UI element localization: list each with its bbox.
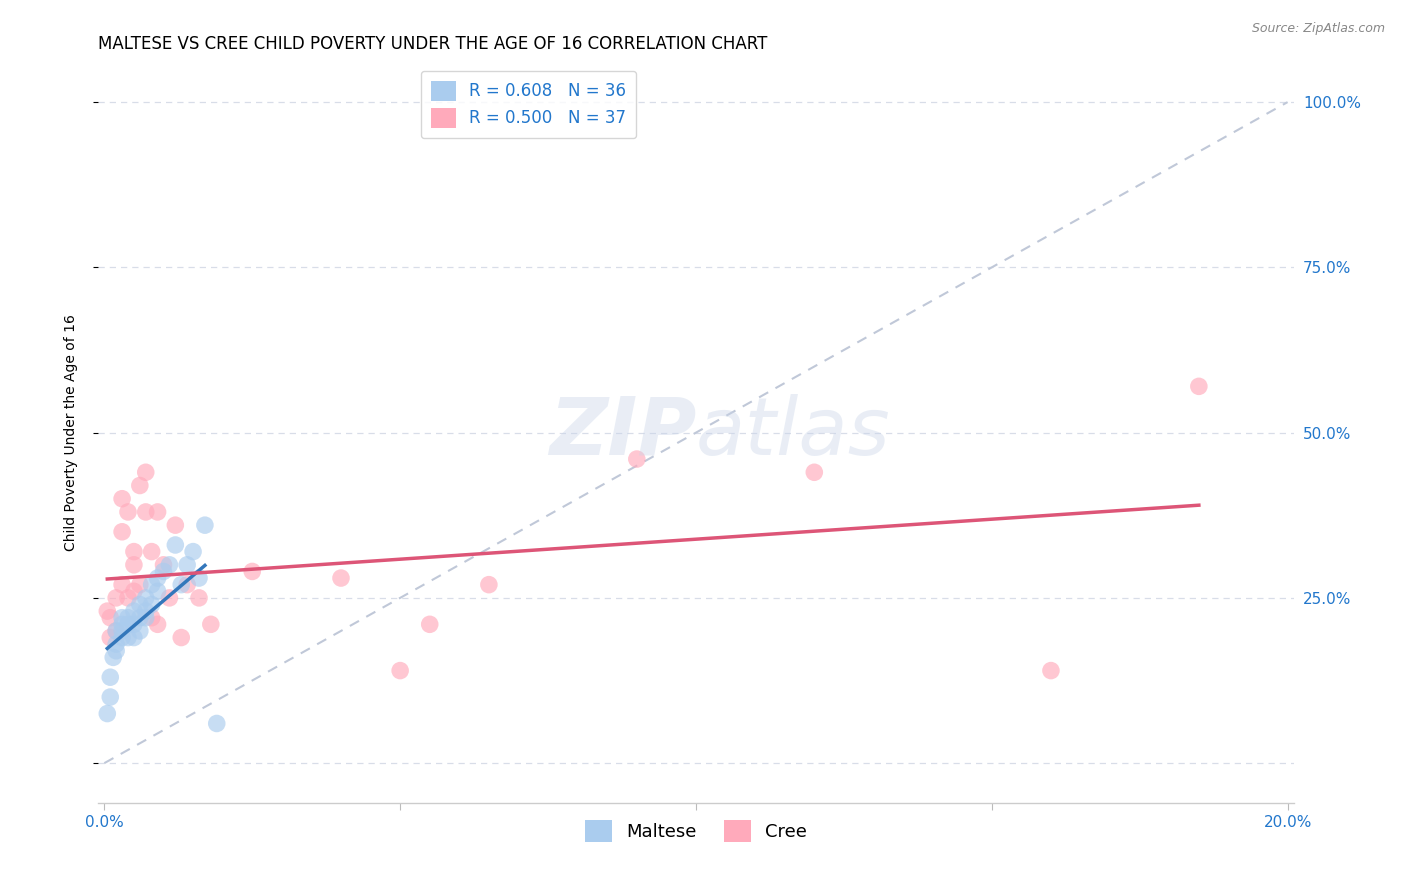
Point <box>117 617 139 632</box>
Point <box>128 624 150 638</box>
Y-axis label: Child Poverty Under the Age of 16: Child Poverty Under the Age of 16 <box>63 314 77 551</box>
Point <box>141 577 163 591</box>
Point <box>141 598 163 612</box>
Point <box>98 631 121 645</box>
Point <box>205 716 228 731</box>
Point <box>117 631 139 645</box>
Point <box>157 591 180 605</box>
Point <box>122 544 145 558</box>
Point <box>176 577 198 591</box>
Point <box>146 584 169 599</box>
Point <box>111 524 134 539</box>
Point <box>117 611 139 625</box>
Point <box>240 565 263 579</box>
Point <box>146 617 169 632</box>
Point <box>117 505 139 519</box>
Point <box>98 611 121 625</box>
Point <box>111 577 134 591</box>
Point <box>111 631 134 645</box>
Point <box>1188 379 1211 393</box>
Point <box>105 637 128 651</box>
Point <box>105 624 128 638</box>
Point <box>165 518 187 533</box>
Point <box>128 577 150 591</box>
Point <box>96 706 118 721</box>
Point <box>146 571 169 585</box>
Point <box>146 505 169 519</box>
Point <box>105 644 128 658</box>
Point <box>135 505 157 519</box>
Point <box>188 571 211 585</box>
Point <box>135 611 157 625</box>
Point <box>98 690 121 704</box>
Point <box>111 624 134 638</box>
Point <box>330 571 353 585</box>
Point <box>111 617 134 632</box>
Point <box>135 604 157 618</box>
Point <box>157 558 180 572</box>
Point <box>803 465 825 479</box>
Text: Source: ZipAtlas.com: Source: ZipAtlas.com <box>1251 22 1385 36</box>
Point <box>96 604 118 618</box>
Point <box>1039 664 1062 678</box>
Point <box>188 591 211 605</box>
Point <box>122 584 145 599</box>
Point <box>103 650 125 665</box>
Point <box>135 591 157 605</box>
Point <box>165 538 187 552</box>
Point <box>141 544 163 558</box>
Point <box>478 577 501 591</box>
Point <box>105 624 128 638</box>
Point <box>170 577 193 591</box>
Point <box>152 565 174 579</box>
Point <box>135 465 157 479</box>
Text: ZIP: ZIP <box>548 393 696 472</box>
Point <box>128 478 150 492</box>
Point <box>122 631 145 645</box>
Point <box>194 518 217 533</box>
Point <box>181 544 204 558</box>
Legend: Maltese, Cree: Maltese, Cree <box>578 813 814 849</box>
Point <box>128 598 150 612</box>
Point <box>419 617 441 632</box>
Point <box>176 558 198 572</box>
Point <box>122 617 145 632</box>
Point <box>200 617 222 632</box>
Point <box>111 611 134 625</box>
Point <box>98 670 121 684</box>
Point <box>170 631 193 645</box>
Point <box>152 558 174 572</box>
Point <box>111 491 134 506</box>
Point <box>128 611 150 625</box>
Point <box>117 591 139 605</box>
Text: MALTESE VS CREE CHILD POVERTY UNDER THE AGE OF 16 CORRELATION CHART: MALTESE VS CREE CHILD POVERTY UNDER THE … <box>98 35 768 53</box>
Point <box>141 611 163 625</box>
Point <box>105 591 128 605</box>
Point <box>626 452 648 467</box>
Text: atlas: atlas <box>696 393 891 472</box>
Point <box>122 558 145 572</box>
Point <box>389 664 412 678</box>
Point <box>122 604 145 618</box>
